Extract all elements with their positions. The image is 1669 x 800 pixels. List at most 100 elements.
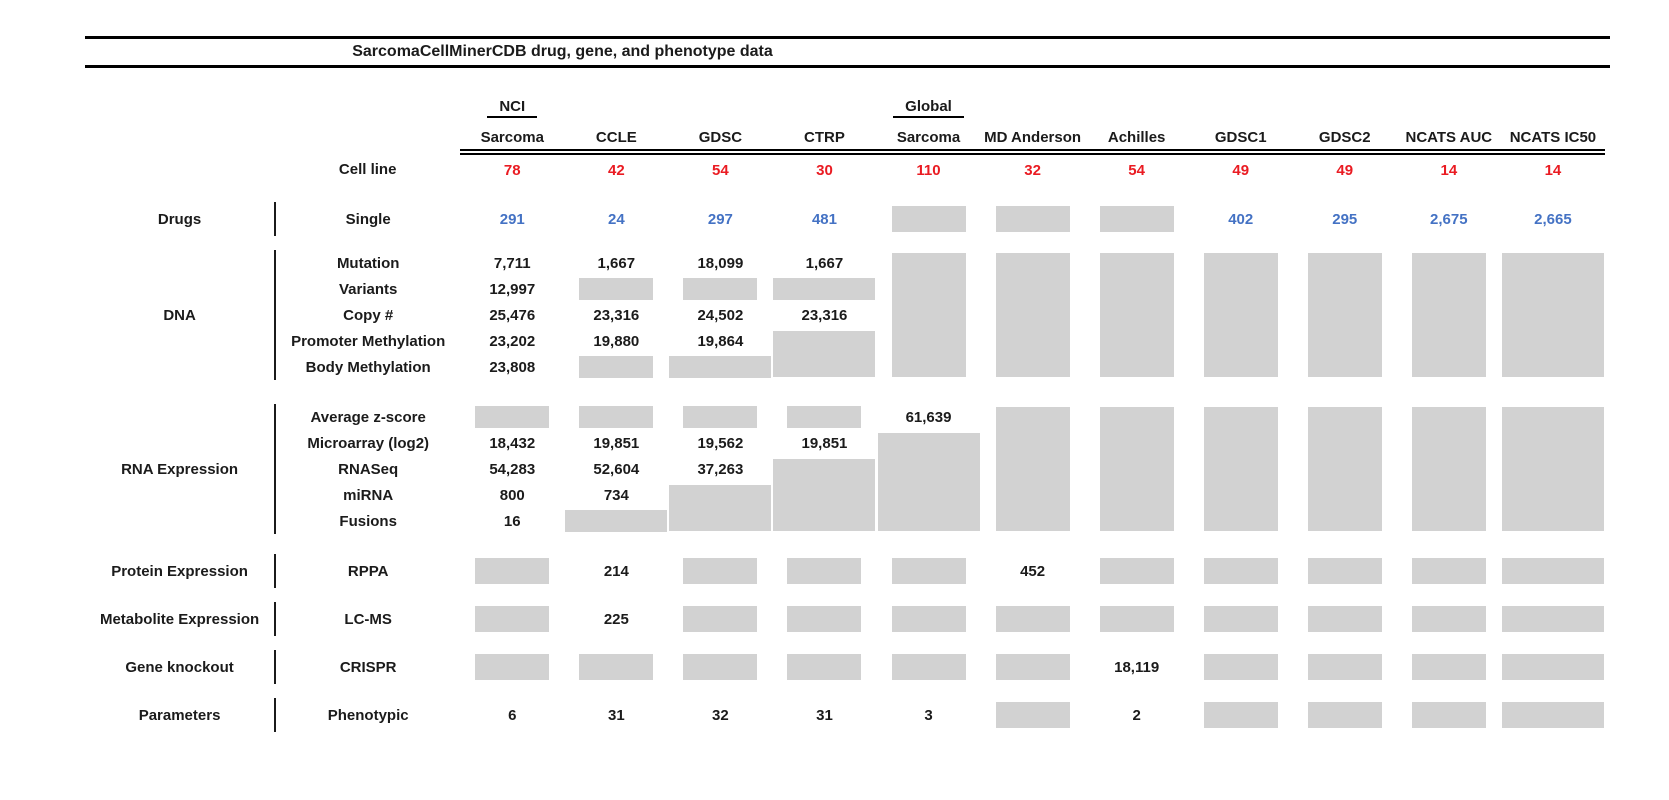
value-cell: 734 [603,486,629,504]
row-label: Copy # [343,306,394,324]
row-label: Fusions [339,512,397,530]
header-top-row: NCI Global [85,88,1605,120]
no-data-box [1501,702,1604,728]
value-cell: 2,675 [1430,210,1468,228]
no-data-box [1307,558,1382,584]
value-cell: 7,711 [493,254,531,272]
no-data-box [891,606,966,632]
column-header-ctrp: CTRP [772,120,877,155]
value-cell: 25,476 [489,306,536,324]
row-label: RNASeq [338,460,399,478]
value-cell: 19,851 [801,434,848,452]
header-row: Sarcoma CCLE GDSC CTRP Sarcoma MD Anders… [85,120,1605,155]
value-cell: 23,202 [489,332,536,350]
no-data-box [995,253,1070,377]
no-data-box [475,406,550,428]
value-cell: 54 [712,162,729,179]
no-data-box [995,206,1070,232]
value-cell: 30 [816,162,833,179]
no-data-box [1411,558,1486,584]
value-cell: 61,639 [905,408,952,426]
dna-copy-number-row: Copy # 25,476 23,316 24,502 23,316 [85,302,1605,328]
dna-mutation-row: DNA Mutation 7,711 1,667 18,099 1,667 [85,250,1605,380]
section-label-protein-expression: Protein Expression [85,554,277,588]
row-label: miRNA [343,486,394,504]
column-header-ccle: CCLE [564,120,669,155]
row-label: RPPA [347,562,389,580]
no-data-box [579,406,654,428]
row-label: Microarray (log2) [307,434,430,452]
section-label-drugs: Drugs [85,202,277,236]
no-data-box [683,278,758,300]
no-data-box [787,654,862,680]
no-data-box [1203,654,1278,680]
value-cell: 32 [1024,162,1041,179]
no-data-box [1307,407,1382,531]
no-data-box [579,356,654,378]
value-cell: 37,263 [697,460,744,478]
value-cell: 19,864 [697,332,744,350]
section-label-metabolite-expression: Metabolite Expression [85,602,277,636]
value-cell: 49 [1336,162,1354,179]
no-data-box [1411,702,1486,728]
value-cell: 225 [603,610,629,628]
column-header-nci-top: NCI [460,88,564,120]
value-cell: 54 [1128,162,1145,179]
value-cell: 295 [1332,210,1358,228]
row-label: Mutation [336,254,400,272]
value-cell: 23,808 [489,358,536,376]
no-data-box [787,406,862,428]
parameters-phenotypic-row: Parameters Phenotypic 6 31 32 31 3 2 [85,698,1605,732]
row-label: LC-MS [344,610,392,628]
value-cell: 54,283 [489,460,536,478]
no-data-box [683,606,758,632]
column-header-nci-sarcoma: Sarcoma [460,120,565,155]
rna-mirna-row: miRNA 800 734 [85,482,1605,531]
no-data-box [1411,606,1486,632]
no-data-box [1307,654,1382,680]
value-cell: 19,562 [697,434,744,452]
value-cell: 23,316 [593,306,640,324]
no-data-box [995,606,1070,632]
no-data-box [891,654,966,680]
no-data-box [669,356,772,378]
no-data-box [891,253,966,377]
no-data-box [1411,407,1486,531]
no-data-box [1099,206,1174,232]
no-data-box [579,278,654,300]
protein-rppa-row: Protein Expression RPPA 214 452 [85,554,1605,588]
no-data-box [995,702,1070,728]
no-data-box [877,433,980,531]
section-label-rna-expression: RNA Expression [85,404,277,534]
no-data-box [1203,606,1278,632]
no-data-box [683,558,758,584]
no-data-box [1307,702,1382,728]
value-cell: 31 [816,706,833,724]
value-cell: 24 [607,210,625,228]
value-cell: 52,604 [593,460,640,478]
no-data-box [1501,407,1604,531]
no-data-box [1501,253,1604,377]
no-data-box [1501,558,1604,584]
value-cell: 78 [503,162,521,179]
global-underline: Global [893,98,964,118]
value-cell: 42 [607,162,625,179]
no-data-box [1307,606,1382,632]
rna-average-zscore-row: RNA Expression Average z-score 61,639 [85,404,1605,534]
figure-title: SarcomaCellMinerCDB drug, gene, and phen… [85,36,1610,68]
value-cell: 6 [508,706,517,724]
no-data-box [995,407,1070,531]
row-label: Cell line [338,160,397,178]
column-header-global-sarcoma: Sarcoma [876,120,981,155]
no-data-box [565,510,668,532]
no-data-box [475,654,550,680]
row-label: CRISPR [339,658,397,676]
no-data-box [1099,407,1174,531]
no-data-box [891,558,966,584]
value-cell: 24,502 [697,306,744,324]
column-header-md-anderson: MD Anderson [980,120,1085,155]
no-data-box [891,206,966,232]
dna-body-methylation-row: Body Methylation 23,808 [85,354,1605,380]
row-label: Body Methylation [305,358,431,376]
value-cell: 18,119 [1114,658,1160,676]
